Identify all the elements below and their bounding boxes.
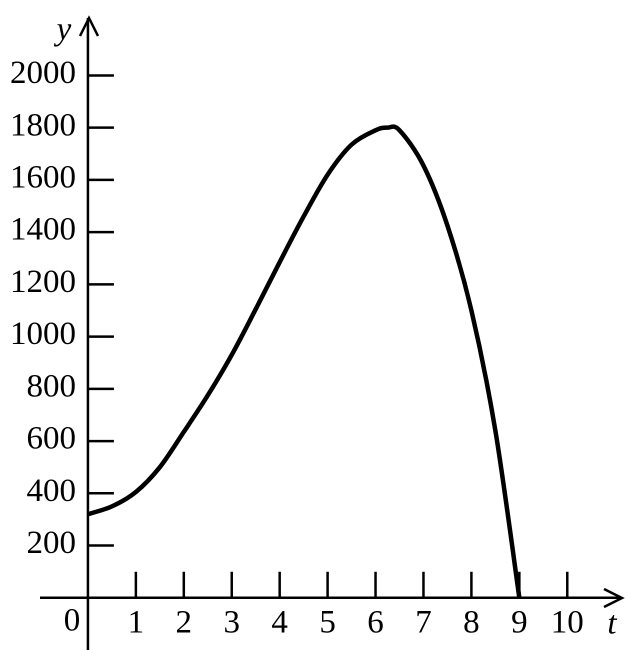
y-tick-label: 600 <box>27 421 77 457</box>
y-tick-label: 1800 <box>10 107 76 143</box>
y-tick-label: 1200 <box>10 264 76 300</box>
x-tick-label: 8 <box>463 604 480 640</box>
x-tick-label: 9 <box>511 604 528 640</box>
y-axis-label: y <box>54 12 72 48</box>
x-tick-label: 7 <box>415 604 432 640</box>
x-axis-arrow <box>603 587 625 609</box>
x-tick-label: 5 <box>319 604 336 640</box>
origin-label: 0 <box>64 603 81 639</box>
y-tick-label: 400 <box>27 473 77 509</box>
x-tick-label: 6 <box>367 604 384 640</box>
x-axis-label: t <box>607 606 617 642</box>
y-tick-label: 200 <box>27 525 77 561</box>
y-tick-label: 800 <box>27 368 77 404</box>
y-tick-label: 2000 <box>10 55 76 91</box>
y-tick-label: 1400 <box>10 212 76 248</box>
y-tick-label: 1600 <box>10 159 76 195</box>
x-tick-label: 2 <box>176 604 193 640</box>
x-tick-label: 3 <box>223 604 240 640</box>
y-tick-label: 1000 <box>10 316 76 352</box>
curve <box>87 124 522 599</box>
x-tick-label: 1 <box>128 604 145 640</box>
x-tick-label: 10 <box>551 604 584 640</box>
x-tick-label: 4 <box>271 604 288 640</box>
